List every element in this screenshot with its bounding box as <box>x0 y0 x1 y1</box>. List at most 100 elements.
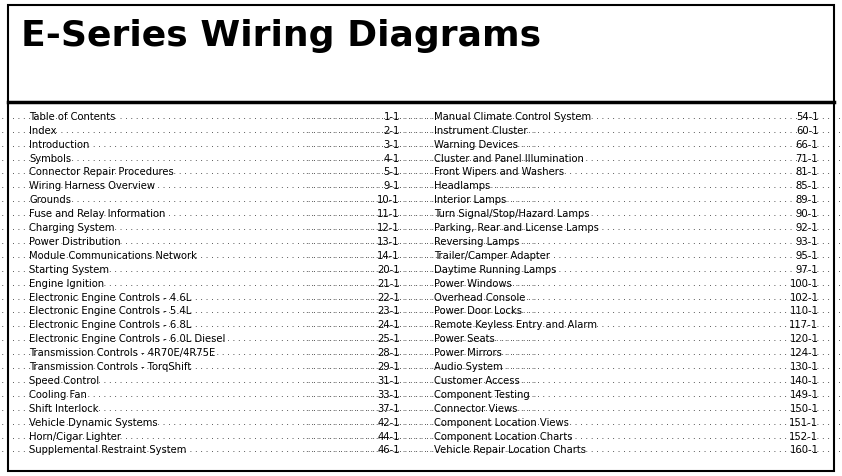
Text: 120-1: 120-1 <box>790 334 818 344</box>
Text: . . . . . . . . . . . . . . . . . . . . . . . . . . . . . . . . . . . . . . . . : . . . . . . . . . . . . . . . . . . . . … <box>0 251 540 260</box>
Text: 110-1: 110-1 <box>790 307 818 317</box>
Text: Component Testing: Component Testing <box>434 390 530 400</box>
Text: 5-1: 5-1 <box>384 168 400 178</box>
Text: . . . . . . . . . . . . . . . . . . . . . . . . . . . . . . . . . . . . . . . . : . . . . . . . . . . . . . . . . . . . . … <box>306 237 842 246</box>
Text: Overhead Console: Overhead Console <box>434 293 525 303</box>
Text: Turn Signal/Stop/Hazard Lamps: Turn Signal/Stop/Hazard Lamps <box>434 209 589 219</box>
Text: . . . . . . . . . . . . . . . . . . . . . . . . . . . . . . . . . . . . . . . . : . . . . . . . . . . . . . . . . . . . . … <box>0 376 540 385</box>
Text: . . . . . . . . . . . . . . . . . . . . . . . . . . . . . . . . . . . . . . . . : . . . . . . . . . . . . . . . . . . . . … <box>0 417 540 426</box>
Text: Electronic Engine Controls - 5.4L: Electronic Engine Controls - 5.4L <box>29 307 192 317</box>
Text: Starting System: Starting System <box>29 265 109 275</box>
Text: Power Distribution: Power Distribution <box>29 237 121 247</box>
Text: . . . . . . . . . . . . . . . . . . . . . . . . . . . . . . . . . . . . . . . . : . . . . . . . . . . . . . . . . . . . . … <box>306 251 842 260</box>
Text: 22-1: 22-1 <box>377 293 400 303</box>
Text: Transmission Controls - 4R70E/4R75E: Transmission Controls - 4R70E/4R75E <box>29 348 216 358</box>
Text: 97-1: 97-1 <box>796 265 818 275</box>
Text: 102-1: 102-1 <box>790 293 818 303</box>
Text: . . . . . . . . . . . . . . . . . . . . . . . . . . . . . . . . . . . . . . . . : . . . . . . . . . . . . . . . . . . . . … <box>306 362 842 371</box>
Text: Manual Climate Control System: Manual Climate Control System <box>434 112 591 122</box>
Text: Cluster and Panel Illumination: Cluster and Panel Illumination <box>434 154 584 164</box>
Text: Customer Access: Customer Access <box>434 376 520 386</box>
Text: 152-1: 152-1 <box>789 432 818 442</box>
Text: . . . . . . . . . . . . . . . . . . . . . . . . . . . . . . . . . . . . . . . . : . . . . . . . . . . . . . . . . . . . . … <box>0 265 540 274</box>
Text: 2-1: 2-1 <box>384 126 400 136</box>
Text: 93-1: 93-1 <box>796 237 818 247</box>
Text: 1-1: 1-1 <box>384 112 400 122</box>
Text: . . . . . . . . . . . . . . . . . . . . . . . . . . . . . . . . . . . . . . . . : . . . . . . . . . . . . . . . . . . . . … <box>306 320 842 329</box>
Text: Interior Lamps: Interior Lamps <box>434 195 506 205</box>
Text: Electronic Engine Controls - 6.8L: Electronic Engine Controls - 6.8L <box>29 320 192 330</box>
Text: . . . . . . . . . . . . . . . . . . . . . . . . . . . . . . . . . . . . . . . . : . . . . . . . . . . . . . . . . . . . . … <box>0 307 540 316</box>
Text: 151-1: 151-1 <box>789 417 818 427</box>
Text: 130-1: 130-1 <box>790 362 818 372</box>
Text: . . . . . . . . . . . . . . . . . . . . . . . . . . . . . . . . . . . . . . . . : . . . . . . . . . . . . . . . . . . . . … <box>306 278 842 288</box>
Text: . . . . . . . . . . . . . . . . . . . . . . . . . . . . . . . . . . . . . . . . : . . . . . . . . . . . . . . . . . . . . … <box>306 139 842 149</box>
Text: Grounds: Grounds <box>29 195 72 205</box>
Text: 54-1: 54-1 <box>796 112 818 122</box>
Text: . . . . . . . . . . . . . . . . . . . . . . . . . . . . . . . . . . . . . . . . : . . . . . . . . . . . . . . . . . . . . … <box>306 334 842 343</box>
Text: Power Seats: Power Seats <box>434 334 494 344</box>
Text: Vehicle Dynamic Systems: Vehicle Dynamic Systems <box>29 417 158 427</box>
Text: Connector Views: Connector Views <box>434 404 517 414</box>
Text: Warning Devices: Warning Devices <box>434 139 518 149</box>
Text: 81-1: 81-1 <box>796 168 818 178</box>
Text: . . . . . . . . . . . . . . . . . . . . . . . . . . . . . . . . . . . . . . . . : . . . . . . . . . . . . . . . . . . . . … <box>0 293 540 302</box>
Text: Power Mirrors: Power Mirrors <box>434 348 502 358</box>
Text: Engine Ignition: Engine Ignition <box>29 278 104 288</box>
Text: 10-1: 10-1 <box>377 195 400 205</box>
Text: Trailer/Camper Adapter: Trailer/Camper Adapter <box>434 251 550 261</box>
Text: . . . . . . . . . . . . . . . . . . . . . . . . . . . . . . . . . . . . . . . . : . . . . . . . . . . . . . . . . . . . . … <box>0 362 540 371</box>
Text: . . . . . . . . . . . . . . . . . . . . . . . . . . . . . . . . . . . . . . . . : . . . . . . . . . . . . . . . . . . . . … <box>0 195 540 204</box>
Text: Headlamps: Headlamps <box>434 181 490 191</box>
Text: . . . . . . . . . . . . . . . . . . . . . . . . . . . . . . . . . . . . . . . . : . . . . . . . . . . . . . . . . . . . . … <box>0 223 540 232</box>
Text: . . . . . . . . . . . . . . . . . . . . . . . . . . . . . . . . . . . . . . . . : . . . . . . . . . . . . . . . . . . . . … <box>306 348 842 357</box>
Text: 44-1: 44-1 <box>377 432 400 442</box>
Text: Transmission Controls - TorqShift: Transmission Controls - TorqShift <box>29 362 192 372</box>
Text: 124-1: 124-1 <box>790 348 818 358</box>
Text: . . . . . . . . . . . . . . . . . . . . . . . . . . . . . . . . . . . . . . . . : . . . . . . . . . . . . . . . . . . . . … <box>0 446 540 455</box>
Text: Power Windows: Power Windows <box>434 278 511 288</box>
Text: E-Series Wiring Diagrams: E-Series Wiring Diagrams <box>21 19 541 53</box>
Text: . . . . . . . . . . . . . . . . . . . . . . . . . . . . . . . . . . . . . . . . : . . . . . . . . . . . . . . . . . . . . … <box>306 293 842 302</box>
Text: . . . . . . . . . . . . . . . . . . . . . . . . . . . . . . . . . . . . . . . . : . . . . . . . . . . . . . . . . . . . . … <box>0 404 540 413</box>
Text: Index: Index <box>29 126 57 136</box>
Text: 95-1: 95-1 <box>796 251 818 261</box>
Text: Audio System: Audio System <box>434 362 503 372</box>
Text: Symbols: Symbols <box>29 154 72 164</box>
Text: . . . . . . . . . . . . . . . . . . . . . . . . . . . . . . . . . . . . . . . . : . . . . . . . . . . . . . . . . . . . . … <box>0 139 540 149</box>
Text: . . . . . . . . . . . . . . . . . . . . . . . . . . . . . . . . . . . . . . . . : . . . . . . . . . . . . . . . . . . . . … <box>306 195 842 204</box>
Text: . . . . . . . . . . . . . . . . . . . . . . . . . . . . . . . . . . . . . . . . : . . . . . . . . . . . . . . . . . . . . … <box>0 181 540 190</box>
Text: 46-1: 46-1 <box>377 446 400 456</box>
Text: 14-1: 14-1 <box>377 251 400 261</box>
Text: Parking, Rear and License Lamps: Parking, Rear and License Lamps <box>434 223 599 233</box>
Text: 24-1: 24-1 <box>377 320 400 330</box>
Text: 117-1: 117-1 <box>789 320 818 330</box>
Text: . . . . . . . . . . . . . . . . . . . . . . . . . . . . . . . . . . . . . . . . : . . . . . . . . . . . . . . . . . . . . … <box>0 112 540 121</box>
Text: 29-1: 29-1 <box>377 362 400 372</box>
Text: 23-1: 23-1 <box>377 307 400 317</box>
Text: 149-1: 149-1 <box>790 390 818 400</box>
Text: . . . . . . . . . . . . . . . . . . . . . . . . . . . . . . . . . . . . . . . . : . . . . . . . . . . . . . . . . . . . . … <box>0 278 540 288</box>
Text: Wiring Harness Overview: Wiring Harness Overview <box>29 181 156 191</box>
Text: Vehicle Repair Location Charts: Vehicle Repair Location Charts <box>434 446 586 456</box>
Text: . . . . . . . . . . . . . . . . . . . . . . . . . . . . . . . . . . . . . . . . : . . . . . . . . . . . . . . . . . . . . … <box>306 209 842 218</box>
Text: 28-1: 28-1 <box>377 348 400 358</box>
Text: . . . . . . . . . . . . . . . . . . . . . . . . . . . . . . . . . . . . . . . . : . . . . . . . . . . . . . . . . . . . . … <box>306 168 842 177</box>
Text: Front Wipers and Washers: Front Wipers and Washers <box>434 168 564 178</box>
Text: 150-1: 150-1 <box>790 404 818 414</box>
Text: . . . . . . . . . . . . . . . . . . . . . . . . . . . . . . . . . . . . . . . . : . . . . . . . . . . . . . . . . . . . . … <box>306 376 842 385</box>
Text: Component Location Views: Component Location Views <box>434 417 568 427</box>
Text: Module Communications Network: Module Communications Network <box>29 251 197 261</box>
Text: Reversing Lamps: Reversing Lamps <box>434 237 519 247</box>
Text: 85-1: 85-1 <box>796 181 818 191</box>
Text: . . . . . . . . . . . . . . . . . . . . . . . . . . . . . . . . . . . . . . . . : . . . . . . . . . . . . . . . . . . . . … <box>306 154 842 163</box>
Text: 13-1: 13-1 <box>377 237 400 247</box>
Text: Remote Keyless Entry and Alarm: Remote Keyless Entry and Alarm <box>434 320 597 330</box>
Text: 31-1: 31-1 <box>377 376 400 386</box>
Text: . . . . . . . . . . . . . . . . . . . . . . . . . . . . . . . . . . . . . . . . : . . . . . . . . . . . . . . . . . . . . … <box>306 404 842 413</box>
Text: 89-1: 89-1 <box>796 195 818 205</box>
Text: . . . . . . . . . . . . . . . . . . . . . . . . . . . . . . . . . . . . . . . . : . . . . . . . . . . . . . . . . . . . . … <box>306 446 842 455</box>
Text: Daytime Running Lamps: Daytime Running Lamps <box>434 265 556 275</box>
Text: 90-1: 90-1 <box>796 209 818 219</box>
Text: 9-1: 9-1 <box>384 181 400 191</box>
